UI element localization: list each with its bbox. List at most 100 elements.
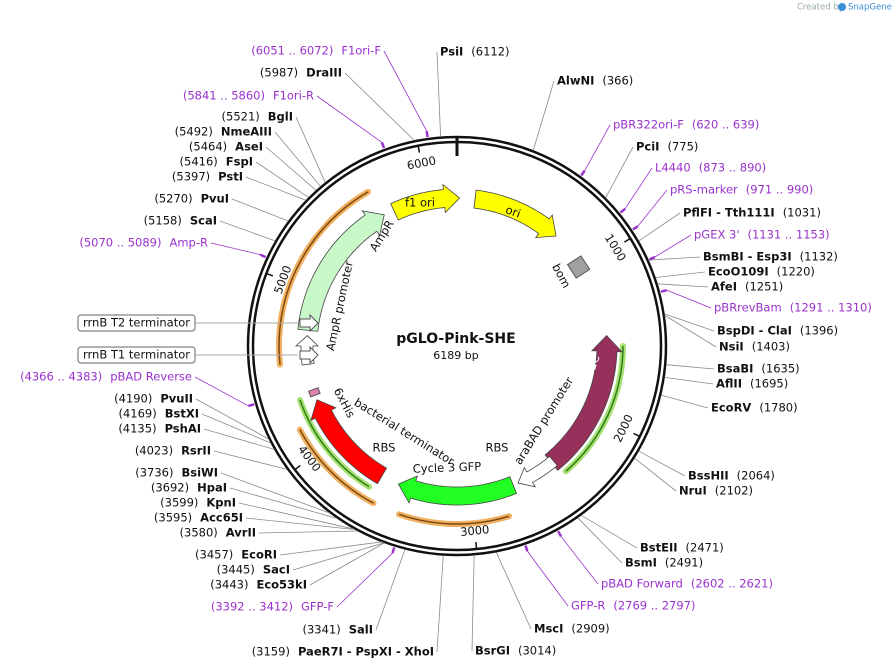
enzyme-position: (5464) (189, 140, 227, 154)
enzyme-name: BglI (268, 110, 293, 124)
primer-name: GFP-F (301, 600, 334, 614)
watermark-brand: SnapGene (848, 3, 892, 13)
enzyme-position: (5416) (180, 155, 218, 169)
primer-site (580, 169, 586, 177)
enzyme-name: AfeI (711, 280, 737, 294)
enzyme-leader (436, 51, 442, 137)
orf-arc-core (299, 399, 370, 488)
enzyme-leader (213, 450, 288, 470)
enzyme-name: PsiI (440, 45, 463, 59)
enzyme-position: (3595) (154, 511, 192, 525)
primer-name: pRS-marker (670, 183, 738, 197)
primer-site (660, 288, 668, 293)
primer-name: pBAD Forward (601, 577, 683, 591)
feature-bom (566, 255, 591, 279)
enzyme-leader (258, 530, 358, 534)
enzyme-position: (4023) (135, 444, 173, 458)
enzyme-leader (274, 131, 321, 187)
ruler-label: 2000 (610, 412, 636, 444)
primer-leader (624, 167, 653, 210)
primer-leader (383, 50, 428, 132)
primer-position: (1131 .. 1153) (748, 228, 830, 242)
terminator-mark (299, 313, 319, 333)
enzyme-name: PvuII (160, 392, 193, 406)
enzyme-position: (2909) (571, 622, 609, 636)
primer-position: (2769 .. 2797) (613, 599, 695, 613)
enzyme-position: (3692) (151, 481, 189, 495)
primer-name: L4440 (655, 161, 691, 175)
enzyme-position: (5158) (144, 214, 182, 228)
plasmid-name: pGLO-Pink-SHE (396, 331, 515, 347)
primer-site (524, 545, 529, 552)
primer-position: (5070 .. 5089) (79, 236, 161, 250)
enzyme-position: (5521) (222, 110, 260, 124)
orf-arc-core (299, 429, 374, 504)
enzyme-leader (638, 212, 681, 242)
enzyme-position: (4190) (114, 392, 152, 406)
enzyme-leader (495, 552, 532, 630)
watermark-prefix: Created by (797, 3, 844, 13)
enzyme-position: (1403) (752, 340, 790, 354)
enzyme-leader (220, 472, 330, 514)
enzyme-position: (3457) (195, 548, 233, 562)
primer-name: Amp-R (169, 236, 208, 250)
enzyme-position: (1695) (750, 377, 788, 391)
enzyme-position: (3014) (518, 644, 556, 658)
feature-label: Cycle 3 GFP (412, 459, 481, 475)
enzyme-position: (1132) (800, 250, 838, 264)
enzyme-leader (375, 549, 406, 631)
primer-leader (336, 552, 393, 608)
feature-mrfp1 (310, 399, 388, 485)
enzyme-position: (1220) (777, 265, 815, 279)
enzyme-position: (5397) (172, 170, 210, 184)
enzyme-name: MscI (534, 622, 563, 636)
primer-site (632, 225, 639, 231)
enzyme-position: (366) (602, 74, 633, 88)
orf-arc-core (565, 345, 624, 472)
primer-site (425, 130, 429, 138)
primer-leader (316, 95, 383, 143)
enzyme-leader (577, 517, 623, 564)
enzyme-name: BsaBI (717, 362, 753, 376)
enzyme-leader (657, 283, 709, 288)
enzyme-leader (203, 428, 275, 450)
enzyme-leader (231, 198, 289, 222)
enzyme-name: Acc65I (200, 511, 243, 525)
enzyme-name: BsiWI (181, 466, 218, 480)
primer-position: (3392 .. 3412) (211, 600, 293, 614)
enzyme-name: NruI (679, 484, 707, 498)
enzyme-name: Eco53kI (256, 578, 307, 592)
primer-site (259, 253, 267, 259)
enzyme-leader (655, 271, 706, 278)
primer-site (648, 255, 656, 261)
enzyme-leader (666, 364, 715, 370)
ruler-tick (266, 272, 274, 277)
ruler-tick (475, 542, 478, 550)
plasmid-length: 6189 bp (433, 349, 478, 362)
enzyme-position: (3341) (302, 623, 340, 637)
ruler-label: 6000 (406, 153, 437, 172)
enzyme-name: PstI (218, 170, 243, 184)
enzyme-name: BsmI (625, 556, 657, 570)
enzyme-leader (195, 398, 269, 440)
feature-label: RBS (486, 441, 509, 455)
enzyme-position: (4169) (118, 407, 156, 421)
enzyme-leader (238, 502, 355, 530)
terminator-label: rrnB T2 terminator (83, 316, 190, 330)
enzyme-leader (292, 542, 384, 571)
primer-leader (210, 242, 261, 255)
primer-site (391, 547, 396, 554)
primer-name: pBRrevBam (714, 301, 782, 315)
enzyme-position: (6112) (471, 45, 509, 59)
enzyme-position: (1780) (759, 401, 797, 415)
enzyme-name: KpnI (206, 496, 236, 510)
enzyme-position: (2064) (737, 469, 775, 483)
feature-gfp (397, 475, 518, 506)
enzyme-position: (3736) (135, 466, 173, 480)
ruler-tick (417, 145, 421, 153)
orf-arc-core (278, 191, 369, 365)
enzyme-position: (2471) (686, 541, 724, 555)
enzyme-leader (436, 555, 444, 653)
enzyme-name: PshAI (165, 422, 201, 436)
